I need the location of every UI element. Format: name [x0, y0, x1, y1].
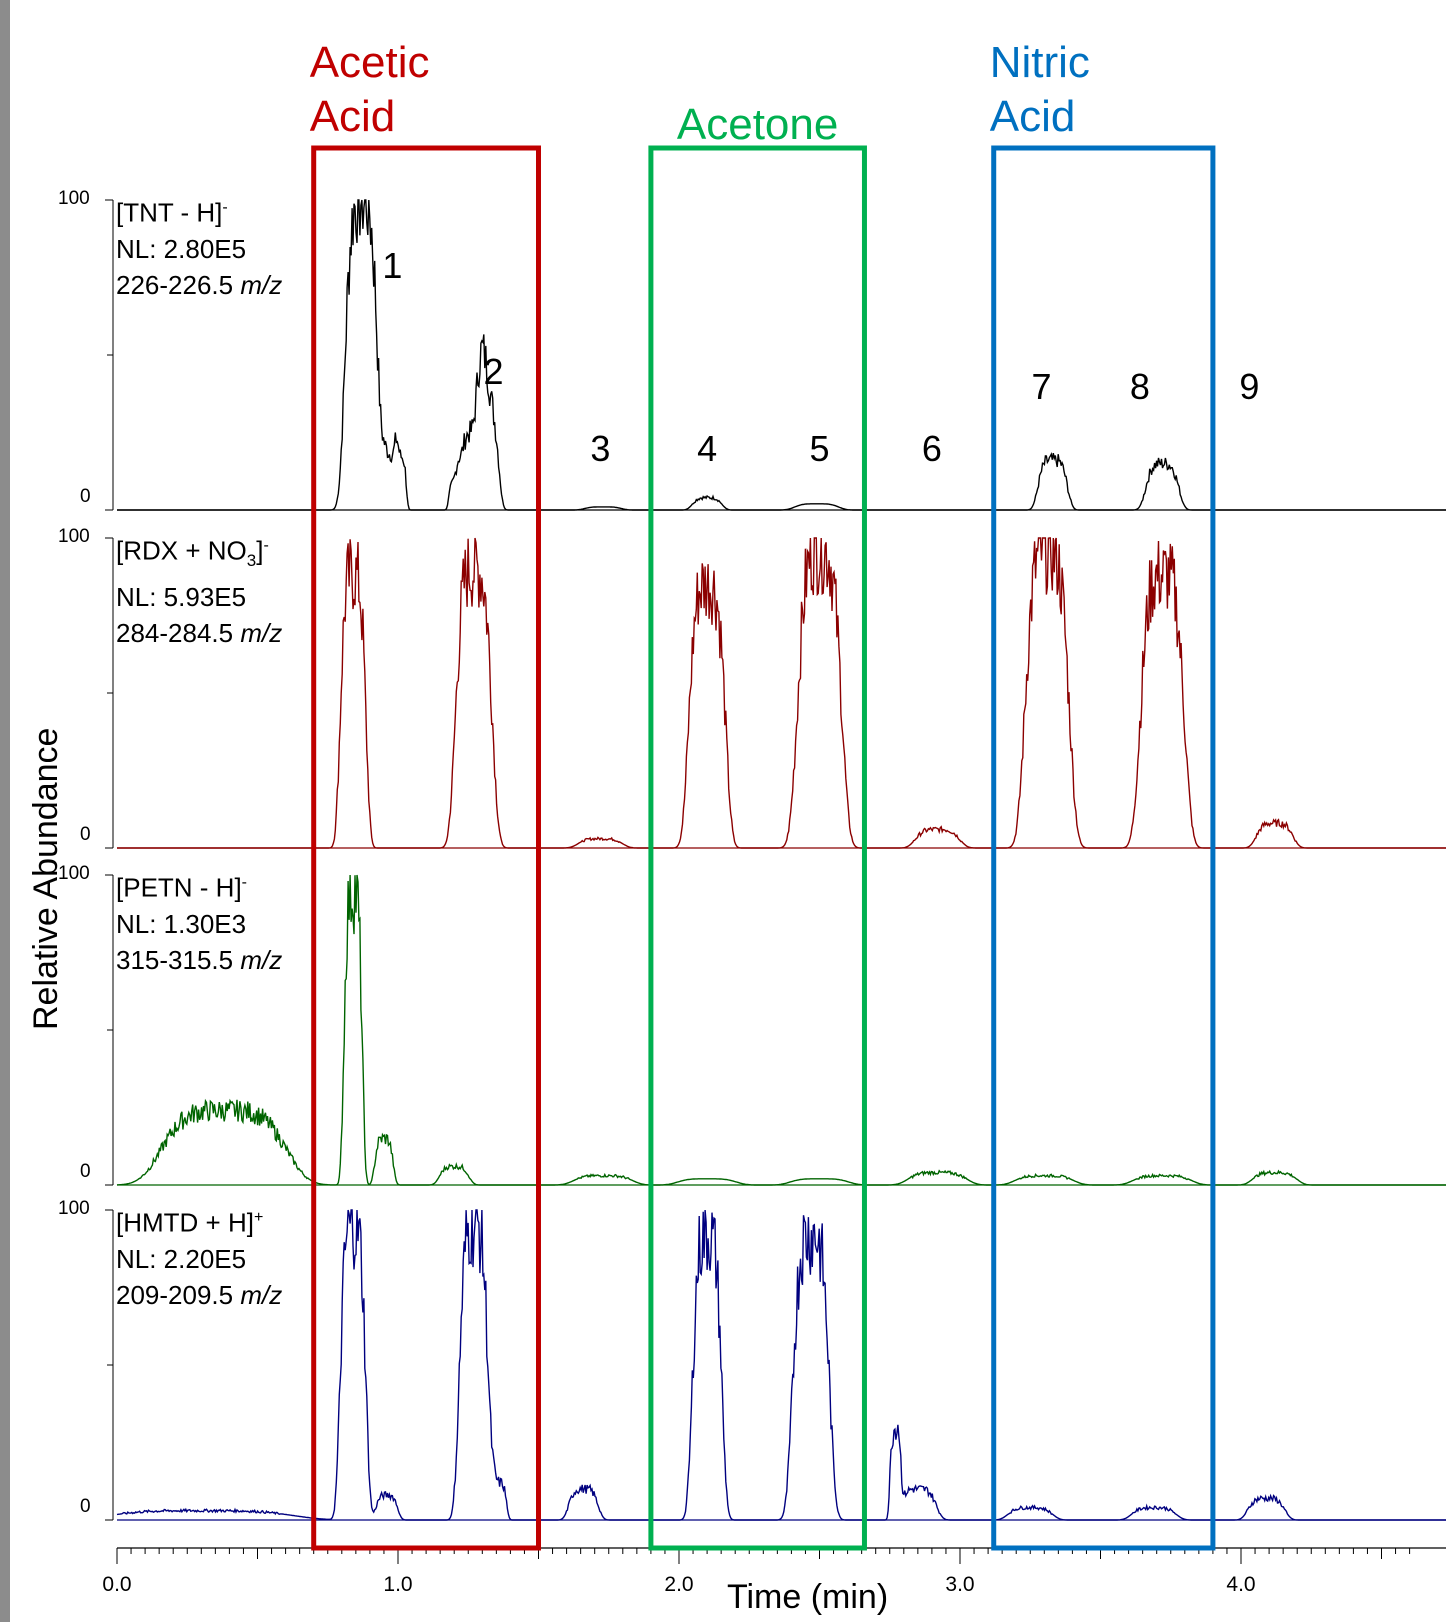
trace-label-petn: [PETN - H]- NL: 1.30E3 315-315.5 m/z: [116, 865, 282, 978]
ion-label: [TNT - H]-: [116, 190, 282, 231]
y-tick-0: 0: [80, 1496, 91, 1517]
ion-bracket: ]: [256, 535, 264, 566]
trace-line-1: [117, 199, 1446, 511]
peak-label: 1: [382, 245, 403, 287]
ion-formula: [RDX + NO: [116, 535, 247, 566]
ion-subscript: 3: [246, 550, 257, 570]
peak-label: 5: [809, 428, 830, 469]
trace-label-tnt: [TNT - H]- NL: 2.80E5 226-226.5 m/z: [116, 190, 282, 303]
left-frame-bar: [0, 0, 10, 1622]
mz-range-value: 226-226.5: [116, 269, 234, 300]
x-tick-label: 1.0: [383, 1573, 413, 1596]
peak-label: 8: [1129, 366, 1150, 407]
group-title-line2: Acid: [989, 92, 1076, 141]
group-title-line2: Acid: [309, 92, 396, 141]
ion-formula: [TNT - H]: [116, 197, 223, 228]
normalization-level: NL: 2.20E5: [116, 1243, 247, 1274]
mz-range: 284-284.5 m/z: [116, 615, 282, 651]
peak-label: 3: [590, 428, 611, 469]
x-axis-title: Time (min): [727, 1578, 889, 1616]
mz-unit: m/z: [240, 269, 283, 300]
group-title-acetic-acid: Acetic Acid: [310, 36, 430, 144]
y-tick-100: 100: [58, 188, 90, 209]
ion-charge: -: [263, 537, 269, 554]
peak-label: 4: [697, 428, 718, 469]
y-tick-100: 100: [58, 1198, 90, 1219]
mz-unit: m/z: [240, 944, 283, 975]
normalization-level: NL: 1.30E3: [116, 908, 247, 939]
x-tick-label: 2.0: [664, 1573, 694, 1596]
y-axis-title: Relative Abundance: [27, 727, 65, 1030]
ion-label: [PETN - H]-: [116, 865, 282, 906]
x-tick-label: 3.0: [945, 1573, 975, 1596]
y-tick-100: 100: [58, 526, 90, 547]
group-title-line1: Nitric: [989, 38, 1090, 87]
ion-formula: [HMTD + H]: [116, 1207, 254, 1238]
normalization-level: NL: 2.80E5: [116, 233, 247, 264]
ion-charge: -: [241, 874, 247, 891]
y-tick-0: 0: [80, 824, 91, 845]
trace-line-2: [117, 537, 1446, 849]
trace-label-hmtd: [HMTD + H]+ NL: 2.20E5 209-209.5 m/z: [116, 1200, 282, 1313]
mz-range: 209-209.5 m/z: [116, 1277, 282, 1313]
group-title-line1: Acetic: [309, 38, 430, 87]
mz-range: 315-315.5 m/z: [116, 942, 282, 978]
mz-range: 226-226.5 m/z: [116, 267, 282, 303]
trace-line-3: [116, 874, 1446, 1186]
mz-unit: m/z: [240, 617, 283, 648]
group-box-1: [311, 145, 542, 1551]
mz-range-value: 209-209.5: [116, 1279, 234, 1310]
ion-label: [RDX + NO3]-: [116, 528, 282, 579]
group-box-3: [991, 145, 1216, 1551]
ion-formula: [PETN - H]: [116, 872, 242, 903]
group-title-nitric-acid: Nitric Acid: [990, 36, 1090, 144]
y-tick-100: 100: [58, 863, 90, 884]
x-tick-label: 0.0: [102, 1573, 132, 1596]
trace-line-4: [116, 1209, 1446, 1521]
normalization-level: NL: 5.93E5: [116, 581, 247, 612]
group-title-line1: Acetone: [676, 100, 839, 149]
mz-range-value: 315-315.5: [116, 944, 234, 975]
ion-charge: -: [222, 199, 228, 216]
group-title-acetone: Acetone: [677, 98, 838, 152]
y-tick-0: 0: [80, 486, 91, 507]
group-box-2: [648, 145, 867, 1551]
y-tick-0: 0: [80, 1161, 91, 1182]
x-tick-label: 4.0: [1226, 1573, 1256, 1596]
mz-range-value: 284-284.5: [116, 617, 234, 648]
mz-unit: m/z: [240, 1279, 283, 1310]
peak-label: 7: [1031, 366, 1052, 407]
trace-label-rdx: [RDX + NO3]- NL: 5.93E5 284-284.5 m/z: [116, 528, 282, 651]
ion-label: [HMTD + H]+: [116, 1200, 282, 1241]
peak-label: 9: [1239, 366, 1260, 407]
ion-charge: +: [253, 1209, 264, 1226]
peak-label: 6: [921, 428, 942, 469]
peak-label: 2: [483, 350, 504, 392]
